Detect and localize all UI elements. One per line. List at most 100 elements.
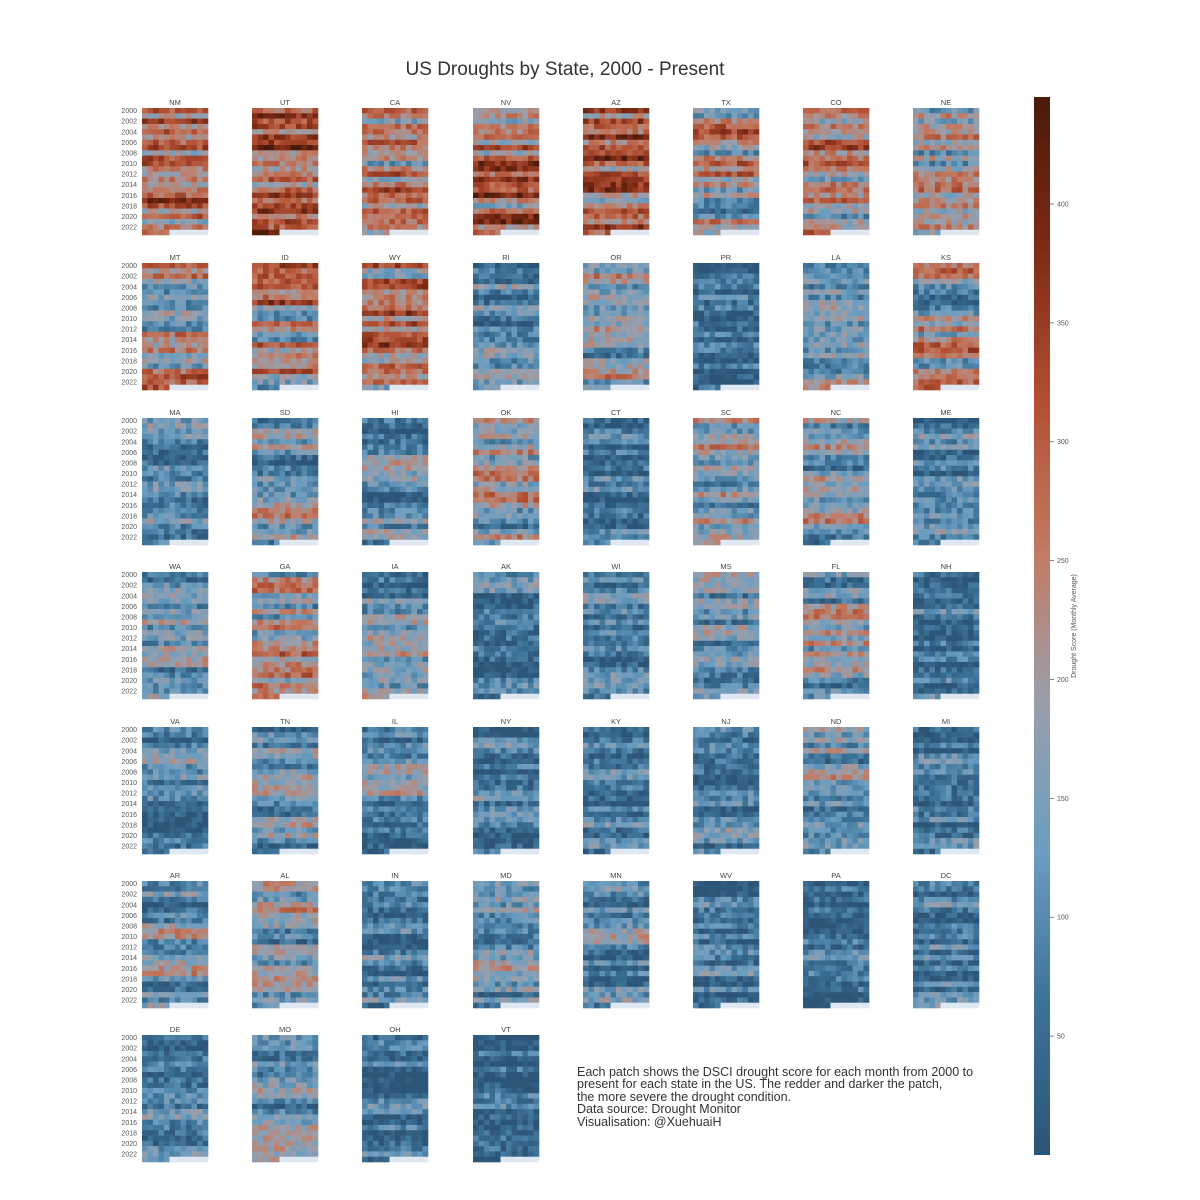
heatmap-cell [158,273,165,280]
heatmap-cell [296,358,302,364]
heatmap-cell [186,229,192,236]
heatmap-cell [484,160,490,167]
heatmap-cell [506,352,512,359]
heatmap-cell [863,203,870,209]
heatmap-cell [753,374,760,380]
heatmap-cell [422,321,429,327]
heatmap-cell [836,273,842,280]
heatmap-cell [610,337,617,343]
heatmap-cell [693,155,699,162]
heatmap-cell [968,300,974,306]
heatmap-cell [164,134,170,141]
heatmap-cell [252,263,258,269]
heatmap-cell [836,321,842,327]
heatmap-cell [940,326,947,333]
heatmap-cell [285,384,291,391]
heatmap-cell [158,363,165,370]
heatmap-cell [913,208,919,215]
heatmap-cell [863,229,870,236]
heatmap-cell [610,331,617,338]
heatmap-cell [819,118,826,125]
heatmap-cell [522,331,529,338]
heatmap-cell [731,150,738,156]
heatmap-cell [263,379,269,386]
heatmap-cell [605,160,611,167]
heatmap-cell [627,263,633,269]
heatmap-cell [417,229,423,236]
heatmap-cell [588,358,595,364]
heatmap-cell [709,155,716,162]
heatmap-cell [753,176,760,183]
heatmap-cell [819,203,826,209]
heatmap-cell [484,108,490,114]
heatmap-cell [720,294,727,301]
heatmap-cell [175,208,181,215]
heatmap-cell [153,268,159,274]
heatmap-cell [836,326,842,333]
heatmap-cell [400,113,407,119]
heatmap-cell [506,134,512,141]
heatmap-cell [753,155,760,162]
heatmap-cell [731,134,738,141]
heatmap-cell [698,337,705,343]
heatmap-cell [924,160,930,167]
heatmap-cell [197,486,203,493]
heatmap-cell [847,358,853,364]
heatmap-cell [627,187,633,193]
heatmap-cell [918,171,925,178]
heatmap-cell [528,305,534,311]
heatmap-cell [473,310,479,317]
heatmap-cell [957,331,963,338]
heatmap-cell [268,145,275,151]
heatmap-cell [709,123,716,130]
heatmap-cell [478,337,485,343]
heatmap-cell [495,219,501,225]
heatmap-cell [610,347,617,354]
heatmap-cell [720,182,727,188]
heatmap-cell [836,278,842,285]
heatmap-cell [186,171,192,178]
heatmap-cell [395,342,401,348]
heatmap-cell [191,273,198,280]
heatmap-cell [422,171,429,178]
heatmap-cell [263,129,269,135]
heatmap-cell [417,160,423,167]
heatmap-cell [400,139,407,146]
heatmap-cell [627,342,633,348]
heatmap-cell [362,284,368,290]
heatmap-cell [373,326,379,333]
heatmap-cell [841,118,848,125]
heatmap-cell [500,294,507,301]
heatmap-cell [825,384,831,391]
heatmap-cell [169,481,176,488]
heatmap-cell [495,208,501,215]
heatmap-cell [495,213,501,220]
heatmap-cell [180,171,187,178]
heatmap-cell [147,439,154,445]
heatmap-cell [731,358,738,364]
heatmap-cell [605,342,611,348]
heatmap-cell [742,268,749,274]
heatmap-cell [643,187,650,193]
heatmap-cell [968,229,974,236]
heatmap-cell [274,337,280,343]
heatmap-cell [489,358,496,364]
heatmap-cell [946,268,952,274]
heatmap-cell [748,294,754,301]
heatmap-cell [473,384,479,391]
heatmap-cell [742,300,749,306]
heatmap-cell [742,139,749,146]
heatmap-cell [858,129,864,135]
heatmap-cell [533,384,540,391]
heatmap-cell [638,182,644,188]
heatmap-cell [511,263,518,269]
heatmap-cell [197,310,203,317]
heatmap-cell [924,278,930,285]
heatmap-cell [153,150,159,156]
heatmap-cell [257,379,264,386]
heatmap-cell [737,263,743,269]
heatmap-cell [803,171,809,178]
heatmap-cell [473,321,479,327]
state-panel-ma: MA20002002200420062008201020122014201620… [121,408,209,546]
heatmap-cell [473,294,479,301]
